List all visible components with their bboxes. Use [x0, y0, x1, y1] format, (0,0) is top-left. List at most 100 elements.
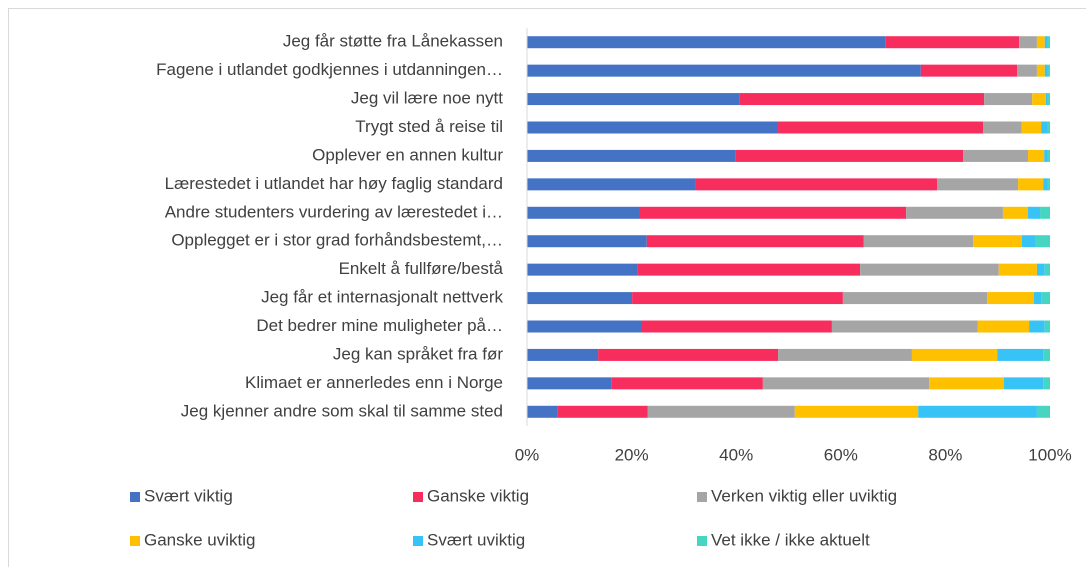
bar-segment: [1041, 292, 1050, 305]
bar-segment: [1043, 377, 1050, 390]
bar-segment: [527, 377, 612, 390]
category-label: Opplever en annen kultur: [312, 145, 503, 164]
bar-segment: [527, 405, 558, 418]
legend-label: Ganske uviktig: [144, 530, 256, 549]
bar-segment: [1040, 206, 1050, 219]
bar-segment: [527, 178, 696, 191]
bar-segment: [842, 292, 988, 305]
bar-segment: [937, 178, 1019, 191]
bar-segment: [527, 320, 642, 333]
bar-segment: [973, 235, 1022, 248]
bar-segment: [983, 121, 1022, 134]
bar-segment: [611, 377, 763, 390]
category-label: Lærestedet i utlandet har høy faglig sta…: [165, 174, 503, 193]
bar-segment: [998, 263, 1037, 276]
bar-segment: [1003, 377, 1044, 390]
bar-segment: [778, 121, 984, 134]
bar-segment: [1047, 93, 1050, 106]
bar-segment: [637, 263, 861, 276]
legend-swatch: [697, 492, 707, 502]
category-label: Jeg kjenner andre som skal til samme ste…: [181, 401, 503, 420]
bar-segment: [794, 405, 919, 418]
bar-segment: [735, 149, 964, 162]
bar-segment: [527, 149, 736, 162]
bar-segment: [639, 206, 907, 219]
x-tick-label: 60%: [824, 445, 858, 464]
bar-segment: [1036, 64, 1045, 77]
legend-swatch: [413, 536, 423, 546]
category-label: Opplegget er i stor grad forhåndsbestemt…: [171, 231, 503, 250]
x-tick-label: 100%: [1028, 445, 1071, 464]
bar-segment: [632, 292, 843, 305]
bar-segment: [1047, 149, 1050, 162]
bar-segment: [527, 263, 638, 276]
bar-segment: [929, 377, 1004, 390]
category-label: Klimaet er annerledes enn i Norge: [245, 373, 503, 392]
category-label: Jeg vil lære noe nytt: [351, 89, 503, 108]
bar-segment: [1041, 121, 1048, 134]
legend-swatch: [130, 492, 140, 502]
bar-segment: [1044, 149, 1048, 162]
legend-label: Ganske viktig: [427, 486, 529, 505]
bar-segment: [1044, 320, 1050, 333]
bar-segment: [920, 64, 1018, 77]
legend-swatch: [413, 492, 423, 502]
bar-segment: [1028, 206, 1041, 219]
bar-segment: [1032, 93, 1046, 106]
bar-segment: [1002, 206, 1029, 219]
bar-segment: [963, 149, 1029, 162]
bar-segment: [739, 93, 985, 106]
legend-swatch: [130, 536, 140, 546]
bar-segment: [911, 348, 998, 361]
bar-segment: [987, 292, 1034, 305]
bar-segment: [1019, 36, 1037, 49]
x-tick-label: 0%: [515, 445, 540, 464]
chart-frame: [8, 8, 1086, 567]
bar-segment: [1036, 36, 1045, 49]
category-label: Jeg får et internasjonalt nettverk: [261, 288, 503, 307]
category-label: Jeg får støtte fra Lånekassen: [283, 32, 503, 51]
legend-label: Verken viktig eller uviktig: [711, 486, 897, 505]
legend-label: Svært uviktig: [427, 530, 525, 549]
bar-segment: [1017, 64, 1037, 77]
bar-segment: [885, 36, 1020, 49]
bar-segment: [1021, 235, 1036, 248]
bar-segment: [641, 320, 832, 333]
bar-segment: [527, 348, 599, 361]
bar-segment: [1043, 348, 1050, 361]
bar-segment: [1029, 320, 1045, 333]
bar-segment: [1047, 121, 1050, 134]
bar-segment: [695, 178, 938, 191]
bar-segment: [1045, 93, 1048, 106]
x-tick-label: 80%: [928, 445, 962, 464]
category-label: Jeg kan språket fra før: [333, 344, 503, 363]
bar-segment: [997, 348, 1044, 361]
bar-segment: [527, 93, 740, 106]
bar-segment: [1044, 36, 1048, 49]
category-label: Det bedrer mine muligheter på…: [256, 316, 503, 335]
bar-segment: [598, 348, 779, 361]
bar-segment: [1036, 405, 1050, 418]
category-label: Enkelt å fullføre/bestå: [339, 259, 504, 278]
bar-segment: [918, 405, 1037, 418]
bar-segment: [527, 206, 640, 219]
bar-segment: [1043, 178, 1048, 191]
bar-segment: [1036, 263, 1045, 276]
bar-segment: [647, 405, 795, 418]
category-label: Fagene i utlandet godkjennes i utdanning…: [156, 60, 503, 79]
bar-segment: [527, 292, 633, 305]
bar-segment: [527, 64, 921, 77]
bar-segment: [557, 405, 648, 418]
bar-segment: [646, 235, 864, 248]
bar-segment: [1035, 235, 1050, 248]
x-tick-label: 40%: [719, 445, 753, 464]
x-tick-label: 20%: [615, 445, 649, 464]
bar-segment: [1047, 36, 1050, 49]
bar-segment: [984, 93, 1033, 106]
bar-segment: [831, 320, 978, 333]
bar-segment: [778, 348, 912, 361]
bar-segment: [1033, 292, 1042, 305]
bar-segment: [762, 377, 930, 390]
bar-segment: [527, 121, 779, 134]
